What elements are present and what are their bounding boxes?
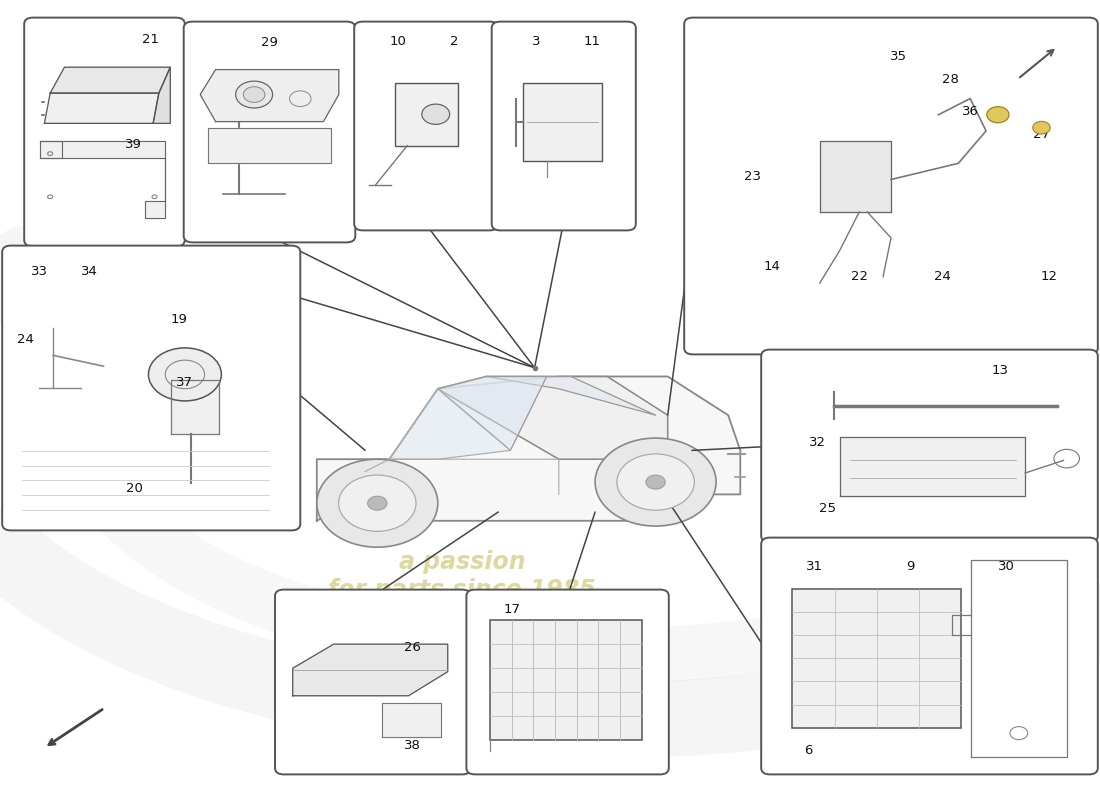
Circle shape [367,496,387,510]
Polygon shape [438,377,547,450]
Bar [395,83,458,146]
Bar [792,589,961,728]
Text: 37: 37 [176,376,194,389]
Text: 11: 11 [583,35,601,48]
Polygon shape [389,389,510,459]
Polygon shape [170,380,219,434]
FancyBboxPatch shape [492,22,636,230]
FancyBboxPatch shape [761,538,1098,774]
Circle shape [235,81,273,108]
Text: 3: 3 [531,35,540,48]
Text: 32: 32 [810,436,826,449]
Text: 35: 35 [890,50,908,63]
Polygon shape [840,437,1025,496]
Text: 34: 34 [81,265,98,278]
Polygon shape [293,644,448,696]
Polygon shape [317,377,740,521]
Text: 39: 39 [124,138,142,151]
Bar [490,620,641,741]
Circle shape [317,459,438,547]
Text: 9: 9 [906,560,914,573]
FancyBboxPatch shape [275,590,471,774]
Polygon shape [51,67,170,93]
Text: 24: 24 [934,270,950,283]
Polygon shape [40,141,165,218]
Circle shape [243,86,265,102]
Text: 17: 17 [504,603,520,616]
Text: 31: 31 [806,560,823,573]
Circle shape [595,438,716,526]
Text: 26: 26 [404,641,420,654]
Text: 2: 2 [450,35,459,48]
Polygon shape [200,70,339,122]
Polygon shape [208,128,331,163]
Bar [524,83,602,162]
Text: 14: 14 [763,261,781,274]
FancyBboxPatch shape [184,22,355,242]
Circle shape [339,475,416,531]
FancyBboxPatch shape [354,22,498,230]
FancyBboxPatch shape [24,18,185,246]
Text: 10: 10 [390,35,407,48]
Circle shape [421,104,450,124]
FancyBboxPatch shape [466,590,669,774]
Circle shape [987,106,1009,122]
Text: 19: 19 [170,314,188,326]
Circle shape [148,348,221,401]
Text: 21: 21 [142,33,158,46]
Text: 24: 24 [16,333,33,346]
Text: a passion
for parts since 1985: a passion for parts since 1985 [328,550,596,602]
Text: 27: 27 [1033,128,1050,141]
Text: 20: 20 [126,482,143,495]
Text: 28: 28 [942,73,959,86]
FancyBboxPatch shape [684,18,1098,354]
Text: 29: 29 [261,36,278,49]
Polygon shape [382,702,441,737]
Polygon shape [820,141,891,212]
Polygon shape [153,67,170,123]
Polygon shape [438,377,668,459]
Text: 12: 12 [1041,270,1058,283]
Circle shape [1033,122,1050,134]
Text: 38: 38 [404,739,420,752]
Text: 25: 25 [818,502,836,515]
Polygon shape [44,93,158,123]
Circle shape [617,454,694,510]
Text: 36: 36 [961,105,979,118]
Text: 22: 22 [850,270,868,283]
Text: 13: 13 [991,364,1009,377]
Text: 30: 30 [998,560,1014,573]
FancyBboxPatch shape [2,246,300,530]
Text: 33: 33 [31,265,47,278]
Polygon shape [486,377,656,415]
FancyBboxPatch shape [761,350,1098,542]
Circle shape [646,475,666,489]
Text: 23: 23 [744,170,761,182]
Text: 6: 6 [804,743,813,757]
